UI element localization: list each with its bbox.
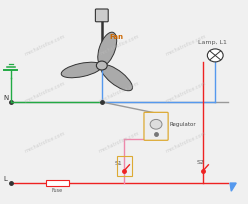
Text: Fan: Fan [109,34,123,40]
Text: mechatrofice.com: mechatrofice.com [24,131,66,154]
Ellipse shape [61,62,102,78]
Text: mechatrofice.com: mechatrofice.com [164,80,207,103]
Text: mechatrofice.com: mechatrofice.com [164,34,207,57]
Text: mechatrofice.com: mechatrofice.com [164,131,207,154]
Text: Regulator: Regulator [170,122,196,127]
Ellipse shape [101,65,132,91]
Text: mechatrofice.com: mechatrofice.com [98,34,140,57]
Text: S2: S2 [197,160,205,165]
Text: N: N [3,95,8,101]
Text: mechatrofice.com: mechatrofice.com [98,131,140,154]
Text: S1: S1 [114,161,122,166]
Circle shape [150,119,162,129]
Bar [46,180,68,186]
Text: L: L [3,176,7,182]
Polygon shape [230,183,236,191]
Text: Fuse: Fuse [52,188,63,193]
Text: mechatrofice.com: mechatrofice.com [24,34,66,57]
Circle shape [96,61,107,70]
FancyBboxPatch shape [95,9,108,22]
FancyBboxPatch shape [144,112,168,140]
Ellipse shape [98,32,117,66]
Text: Lamp, L1: Lamp, L1 [198,40,227,45]
Text: mechatrofice.com: mechatrofice.com [24,80,66,103]
Text: mechatrofice.com: mechatrofice.com [98,80,140,103]
Circle shape [207,49,223,62]
